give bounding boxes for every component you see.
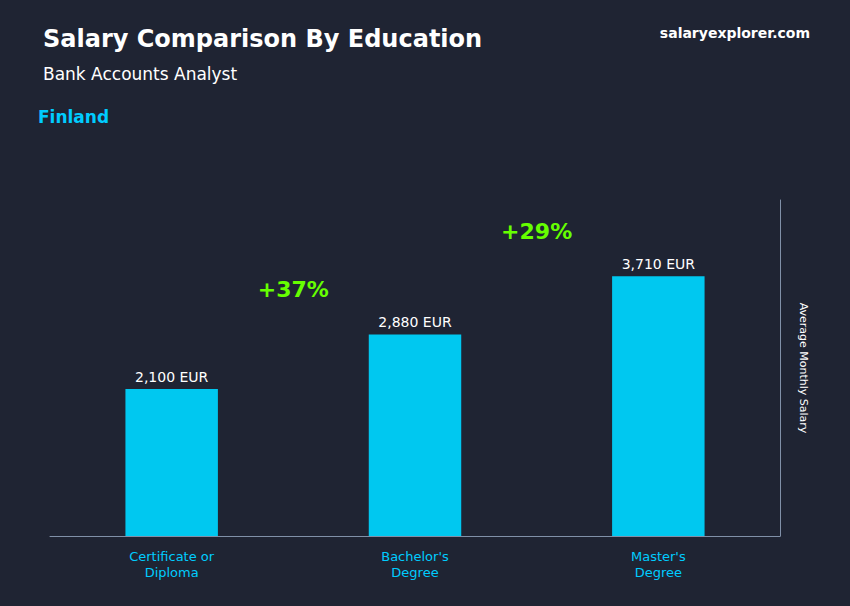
svg-text:2,880 EUR: 2,880 EUR [378,314,452,330]
svg-text:+37%: +37% [258,277,329,302]
svg-text:Average Monthly Salary: Average Monthly Salary [797,303,810,434]
svg-text:3,710 EUR: 3,710 EUR [622,256,696,272]
svg-text:Degree: Degree [635,565,682,580]
svg-text:salaryexplorer.com: salaryexplorer.com [660,25,810,41]
svg-text:2,100 EUR: 2,100 EUR [135,369,209,385]
svg-text:Bachelor's: Bachelor's [381,549,449,564]
svg-text:+29%: +29% [501,219,572,244]
svg-text:Diploma: Diploma [145,565,199,580]
svg-text:Bank Accounts Analyst: Bank Accounts Analyst [43,64,237,84]
svg-text:Salary Comparison By Education: Salary Comparison By Education [43,25,482,53]
svg-text:Finland: Finland [38,107,109,127]
svg-text:Degree: Degree [391,565,438,580]
svg-text:Master's: Master's [631,549,686,564]
svg-text:Certificate or: Certificate or [129,549,215,564]
